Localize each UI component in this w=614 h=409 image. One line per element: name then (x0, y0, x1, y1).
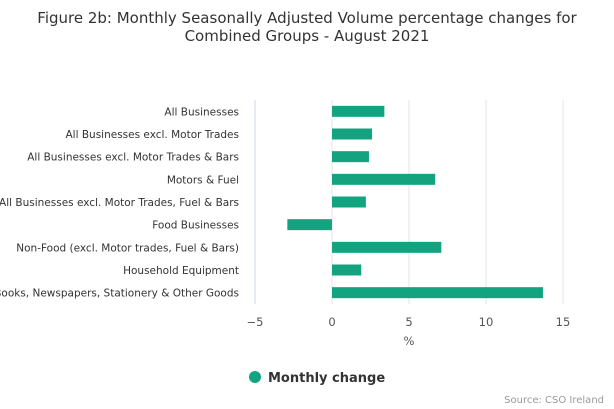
x-axis-title: % (404, 334, 415, 348)
bar[interactable] (332, 128, 373, 140)
category-label: Books, Newspapers, Stationery & Other Go… (0, 288, 239, 300)
bar[interactable] (332, 196, 366, 208)
legend[interactable]: Monthly change (249, 371, 385, 386)
bar[interactable] (332, 105, 385, 117)
legend-swatch[interactable] (249, 371, 261, 383)
category-label: All Businesses excl. Motor Trades & Bars (27, 152, 239, 164)
x-tick-label: 0 (328, 315, 335, 329)
legend-label[interactable]: Monthly change (268, 371, 385, 386)
bar[interactable] (332, 264, 362, 276)
category-label: All Businesses excl. Motor Trades, Fuel … (0, 197, 239, 209)
category-label: All Businesses (164, 106, 239, 118)
x-tick-labels: −5 0 5 10 15 (247, 315, 571, 329)
x-tick-label: 15 (556, 315, 571, 329)
category-label: Food Businesses (152, 220, 239, 232)
category-label: Non-Food (excl. Motor trades, Fuel & Bar… (16, 242, 239, 254)
bar[interactable] (332, 241, 442, 253)
bar[interactable] (332, 173, 436, 185)
chart-title-line2: Combined Groups - August 2021 (185, 27, 430, 45)
x-tick-label: 10 (479, 315, 494, 329)
gridlines (254, 100, 564, 304)
category-label: All Businesses excl. Motor Trades (66, 129, 240, 141)
bars (287, 105, 543, 299)
source-credit: Source: CSO Ireland (504, 395, 604, 406)
bar[interactable] (332, 151, 369, 163)
category-label: Household Equipment (123, 265, 239, 277)
x-tick-label: −5 (247, 315, 264, 329)
chart-title-line1: Figure 2b: Monthly Seasonally Adjusted V… (37, 9, 577, 27)
category-labels: All Businesses All Businesses excl. Motor… (0, 106, 239, 299)
category-label: Motors & Fuel (167, 174, 239, 186)
bar[interactable] (287, 219, 332, 231)
x-tick-label: 5 (405, 315, 412, 329)
bar[interactable] (332, 287, 543, 299)
